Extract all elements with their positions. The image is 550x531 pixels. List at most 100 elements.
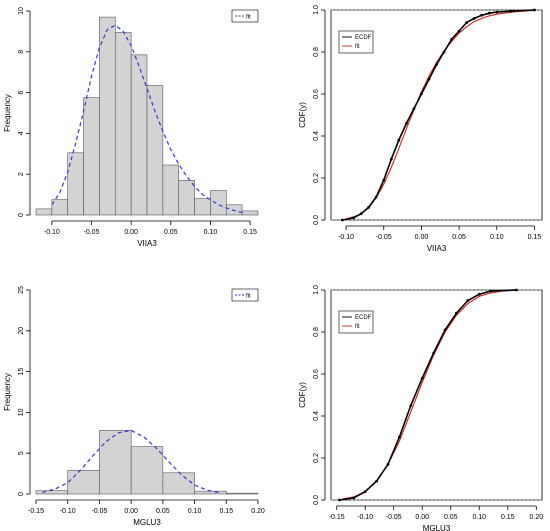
y-tick-label: 1.0 — [313, 5, 320, 15]
histogram-bar — [67, 152, 84, 216]
legend-box — [231, 288, 259, 302]
ecdf-point — [472, 17, 476, 20]
x-tick-label: 0.15 — [501, 514, 515, 521]
y-tick-label: 0.0 — [313, 495, 320, 505]
ecdf-point — [495, 10, 499, 14]
y-tick-label: 6 — [18, 91, 25, 95]
fit-curve — [42, 429, 221, 494]
y-tick-label: 1.0 — [313, 285, 320, 295]
ecdf-point — [397, 138, 401, 142]
x-tick-label: -0.10 — [357, 514, 373, 521]
y-tick-label: 0.4 — [313, 131, 320, 141]
x-axis-title: MGLU3 — [423, 524, 451, 531]
y-tick-label: 10 — [18, 7, 25, 15]
histogram-bar — [114, 32, 132, 216]
histogram-bar — [83, 97, 100, 216]
chart-panel-3: 0 5 10 15 20 25 -0.15 -0.10 -0.05 0.00 0.05 0.10 0.1… — [3, 286, 265, 527]
histogram-bar — [99, 430, 132, 495]
histogram-bar — [35, 490, 69, 495]
x-axis-title: VIIA3 — [137, 239, 157, 248]
ecdf-point — [352, 496, 356, 500]
ecdf-point — [533, 8, 536, 12]
legend-label: fit — [246, 15, 251, 21]
ecdf-point — [457, 29, 461, 33]
x-tick-label: 0.10 — [490, 234, 504, 241]
x-tick-label: -0.10 — [60, 508, 76, 515]
y-tick-label: 0.2 — [313, 453, 320, 463]
y-tick-label: 0.6 — [313, 369, 320, 379]
histogram-bar — [130, 446, 164, 495]
legend-label: fit — [355, 324, 360, 330]
ecdf-point — [466, 299, 470, 302]
ecdf-point — [340, 218, 344, 222]
ecdf-point — [450, 38, 453, 41]
histogram-bar — [35, 208, 53, 216]
ecdf-point — [409, 404, 413, 407]
histogram-bar — [194, 490, 227, 495]
x-tick-label: 0.10 — [204, 229, 218, 236]
ecdf-point — [338, 498, 341, 502]
legend-label: fit — [246, 294, 251, 300]
ecdf-point — [465, 21, 469, 24]
legend: fit — [231, 288, 259, 302]
x-tick-label: 0.20 — [529, 514, 543, 521]
x-tick-label: -0.05 — [386, 514, 402, 521]
histogram-bar — [130, 54, 148, 216]
legend: ECDF fit — [338, 310, 374, 334]
x-tick-label: 0.05 — [452, 234, 466, 241]
y-tick-label: 20 — [18, 327, 25, 335]
y-tick-label: 15 — [18, 368, 25, 376]
ecdf-point — [455, 311, 458, 315]
histogram-bar — [194, 198, 211, 216]
histogram-bar — [162, 472, 195, 495]
y-tick-label: 0.8 — [313, 47, 320, 57]
chart-panel-2: 0.0 0.2 0.4 0.6 0.8 1.0 -0.10 -0.05 0.00 0.05 0.10… — [298, 5, 543, 253]
fit-curve — [51, 24, 243, 214]
y-axis-title: Frequency — [3, 94, 12, 132]
x-tick-label: -0.05 — [84, 229, 100, 236]
ecdf-point — [443, 328, 447, 332]
x-tick-label: -0.10 — [44, 229, 60, 236]
ecdf-point — [398, 435, 401, 439]
x-tick-label: 0.00 — [415, 514, 429, 521]
legend-label: ECDF — [355, 315, 372, 321]
x-tick-label: -0.05 — [376, 234, 392, 241]
ecdf-point — [432, 351, 436, 355]
x-tick-label: 0.15 — [243, 229, 257, 236]
legend-box — [338, 310, 374, 334]
chart-panel-1: 0 2 4 6 8 10 -0.10 -0.05 0.00 0.05 0.10 0.15 VIIA3 Fr… — [3, 7, 259, 248]
x-tick-label: 0.10 — [188, 508, 202, 515]
y-tick-label: 0.0 — [313, 215, 320, 225]
legend-label: fit — [355, 44, 360, 50]
histogram-bar — [241, 210, 259, 216]
y-tick-label: 4 — [18, 131, 25, 135]
ecdf-point — [514, 288, 518, 292]
y-tick-label: 0.8 — [313, 327, 320, 337]
y-tick-label: 8 — [18, 50, 25, 54]
y-tick-label: 25 — [18, 286, 25, 294]
ecdf-point — [359, 212, 363, 216]
y-tick-label: 0.4 — [313, 411, 320, 421]
y-tick-label: 10 — [18, 408, 25, 416]
x-tick-label: -0.05 — [91, 508, 107, 515]
ecdf-point — [386, 462, 390, 466]
y-axis-title: CDF(y) — [298, 102, 307, 128]
x-tick-label: 0.05 — [444, 514, 458, 521]
histogram-bar — [67, 470, 100, 495]
x-tick-label: 0.10 — [472, 514, 486, 521]
x-axis-title: VIIA3 — [427, 244, 447, 253]
ecdf-point — [352, 216, 356, 220]
x-tick-label: -0.15 — [329, 514, 345, 521]
ecdf-point — [510, 9, 514, 13]
histogram-bar — [178, 180, 195, 216]
legend-box — [231, 9, 259, 23]
legend-box — [338, 30, 374, 54]
x-axis-title: MGLU3 — [133, 518, 161, 527]
ecdf-point — [420, 376, 424, 380]
histogram-bar — [225, 492, 259, 495]
y-tick-label: 0 — [18, 492, 25, 496]
y-tick-label: 2 — [18, 172, 25, 176]
y-tick-label: 5 — [18, 451, 25, 455]
y-tick-label: 0 — [18, 213, 25, 217]
